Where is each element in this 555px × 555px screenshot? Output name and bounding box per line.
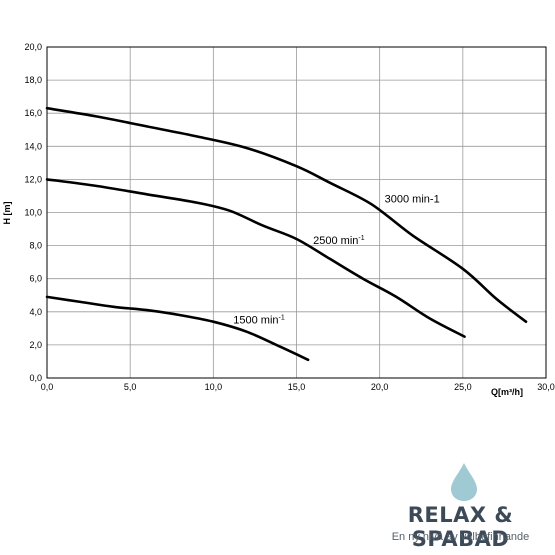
x-tick-label: 20,0 [371, 382, 389, 392]
x-tick-label: 30,0 [537, 382, 555, 392]
brand-logo: RELAX & SPABAD En ny nivå av välbefinnan… [368, 460, 553, 551]
y-tick-labels: 0,0 2,0 4,0 6,0 8,0 10,0 12,0 14,0 16,0 18,0 20,0 [24, 42, 42, 383]
curve-3000-min-1 [45, 106, 528, 323]
grid [47, 47, 546, 378]
curves [45, 106, 528, 362]
y-tick-label: 6,0 [29, 274, 42, 284]
curve-2500-min [45, 178, 466, 338]
x-tick-labels: 0,0 5,0 10,0 15,0 20,0 25,0 30,0 [41, 382, 555, 392]
x-axis-label: Q[m³/h] [491, 387, 523, 397]
x-tick-label: 0,0 [41, 382, 54, 392]
y-tick-label: 4,0 [29, 307, 42, 317]
brand-tagline: En ny nivå av välbefinnande [391, 531, 530, 543]
y-tick-label: 20,0 [24, 42, 42, 52]
x-tick-label: 5,0 [124, 382, 137, 392]
y-tick-label: 14,0 [24, 141, 42, 151]
y-tick-label: 12,0 [24, 174, 42, 184]
curve-labels: 3000 min-1 2500 min-1 1500 min-1 [233, 194, 439, 327]
x-tick-label: 25,0 [454, 382, 472, 392]
x-tick-label: 15,0 [288, 382, 306, 392]
y-axis-label: H [m] [2, 202, 12, 225]
curve-label: 3000 min-1 [385, 194, 440, 206]
y-tick-label: 2,0 [29, 340, 42, 350]
curve-label: 2500 min-1 [313, 235, 365, 247]
plot-frame [46, 46, 547, 379]
y-tick-label: 10,0 [24, 208, 42, 218]
water-drop-icon [451, 463, 477, 501]
y-tick-label: 16,0 [24, 108, 42, 118]
y-tick-label: 8,0 [29, 241, 42, 251]
x-tick-label: 10,0 [205, 382, 223, 392]
brand-name: RELAX & SPABAD [407, 503, 514, 551]
curve-label: 1500 min-1 [233, 314, 285, 326]
curve-1500-min [45, 295, 310, 362]
y-tick-label: 0,0 [29, 373, 42, 383]
y-tick-label: 18,0 [24, 75, 42, 85]
